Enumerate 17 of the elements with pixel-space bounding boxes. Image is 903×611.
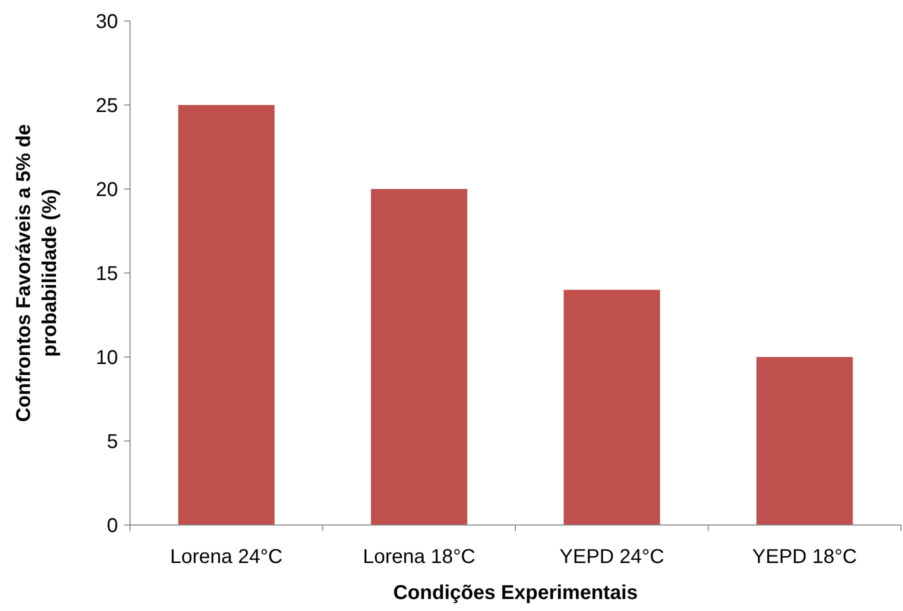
- bar: [370, 189, 468, 525]
- y-tick-label: 30: [96, 11, 118, 33]
- bar: [756, 357, 853, 525]
- y-tick-label: 10: [96, 347, 118, 369]
- y-tick-label: 0: [106, 515, 118, 537]
- y-axis-title: Confrontos Favoráveis a 5% de probabilidade (%): [13, 124, 61, 422]
- y-tick-label: 25: [96, 95, 118, 117]
- x-tick-label: Lorena 24°C: [170, 546, 283, 568]
- bar: [564, 290, 660, 525]
- x-tick-label: YEPD 24°C: [560, 546, 664, 568]
- x-axis-title: Condições Experimentais: [393, 582, 638, 604]
- y-tick-label: 20: [96, 179, 118, 201]
- y-tick-label: 5: [106, 431, 118, 453]
- bar: [178, 105, 275, 525]
- x-tick-label: Lorena 18°C: [362, 546, 476, 568]
- y-tick-label: 15: [96, 263, 118, 285]
- x-tick-label: YEPD 18°C: [752, 546, 857, 568]
